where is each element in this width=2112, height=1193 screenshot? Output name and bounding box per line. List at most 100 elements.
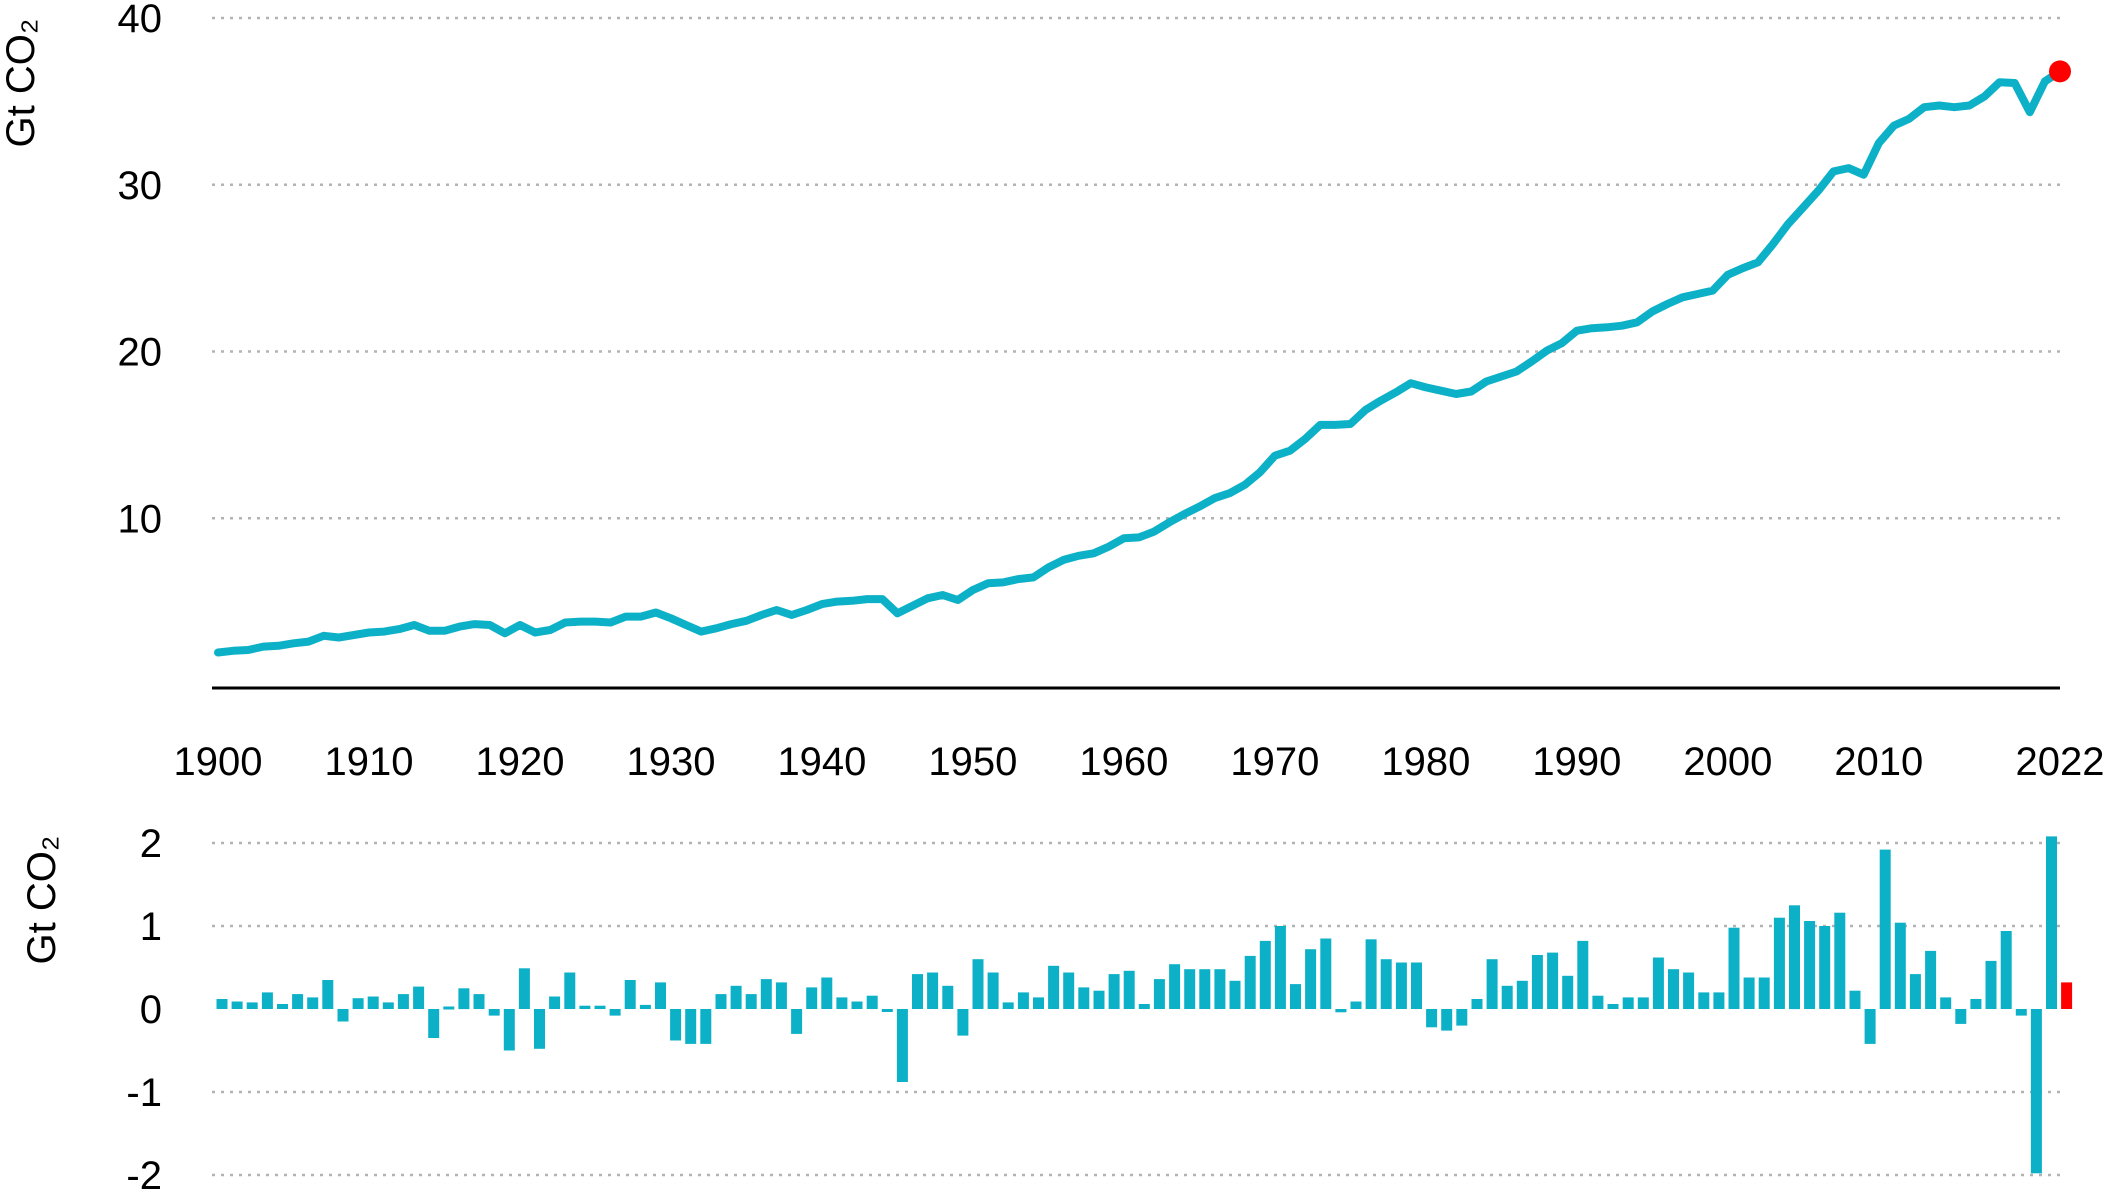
bar-1950	[957, 1009, 969, 1036]
bar-1953	[1002, 1002, 1014, 1009]
top-x-tick-1960: 1960	[1079, 740, 1168, 784]
bar-1930	[655, 982, 666, 1009]
bar-1968	[1229, 980, 1241, 1009]
top-y-tick-30: 30	[118, 164, 163, 208]
bar-1944	[866, 995, 878, 1009]
bar-1943	[851, 1001, 863, 1009]
bar-1935	[730, 985, 742, 1009]
bar-1961	[1123, 970, 1135, 1009]
bar-2020	[2015, 1009, 2027, 1016]
bar-1933	[700, 1009, 712, 1044]
bar-2010	[1864, 1009, 1876, 1044]
bar-1910	[352, 998, 364, 1009]
top-x-tick-1940: 1940	[777, 740, 866, 784]
bar-1909	[337, 1009, 349, 1022]
bar-2001	[1728, 927, 1740, 1009]
bar-1990	[1562, 975, 1574, 1009]
bar-2006	[1804, 921, 1816, 1009]
top-x-tick-2010: 2010	[1834, 740, 1923, 784]
bar-1914	[413, 986, 425, 1009]
bar-1901	[216, 999, 228, 1009]
bar-1984	[1471, 999, 1483, 1009]
bar-1942	[836, 997, 848, 1009]
bottom-y-tick-2: 2	[140, 822, 162, 866]
bar-1924	[564, 972, 576, 1009]
bar-1957	[1063, 972, 1075, 1009]
bar-2000	[1713, 992, 1725, 1009]
bar-1926	[594, 1005, 606, 1009]
bar-2013	[1909, 974, 1921, 1009]
bar-1921	[518, 968, 530, 1009]
bottom-y-tick-labels: 2 1 0 -1 -2	[126, 822, 162, 1193]
bar-1972	[1290, 984, 1301, 1009]
bar-1902	[231, 1001, 243, 1009]
bar-1998	[1683, 972, 1695, 1009]
top-y-tick-40: 40	[118, 0, 163, 41]
bottom-gridlines	[212, 841, 2060, 1177]
bar-1974	[1320, 938, 1332, 1009]
bar-1997	[1668, 969, 1679, 1009]
top-x-tick-labels: 1900 1910 1920 1930 1940 1950 1960 1970 1980 1990…	[174, 740, 2105, 784]
bar-1975	[1335, 1009, 1347, 1013]
bar-1949	[942, 985, 954, 1009]
bar-1983	[1456, 1009, 1468, 1026]
bar-1976	[1350, 1001, 1362, 1009]
bar-2005	[1789, 905, 1800, 1010]
bottom-y-axis-label: Gt CO₂	[20, 836, 64, 965]
bar-1991	[1577, 940, 1589, 1009]
bottom-y-tick-2: -2	[126, 1154, 162, 1193]
top-y-tick-20: 20	[118, 331, 163, 375]
top-x-tick-1910: 1910	[324, 740, 413, 784]
top-x-tick-1900: 1900	[174, 740, 263, 784]
bar-1962	[1138, 1004, 1150, 1009]
bar-1948	[927, 972, 939, 1009]
bar-1981	[1426, 1009, 1438, 1028]
bar-2008	[1834, 912, 1846, 1009]
bar-1970	[1259, 940, 1271, 1009]
bar-1967	[1214, 969, 1226, 1009]
bar-1907	[307, 997, 319, 1009]
top-x-tick-2022: 2022	[2016, 740, 2105, 784]
bottom-y-tick-1: 1	[140, 905, 162, 949]
bar-1979	[1395, 962, 1407, 1009]
bar-2017	[1970, 999, 1982, 1009]
bar-1925	[579, 1005, 591, 1009]
bar-1952	[987, 972, 999, 1009]
bar-1963	[1153, 979, 1165, 1009]
bar-1993	[1607, 1004, 1619, 1009]
bar-2003	[1758, 977, 1770, 1009]
bar-1958	[1078, 987, 1090, 1009]
bar-1956	[1048, 965, 1060, 1009]
bar-1905	[277, 1004, 288, 1009]
bar-2002	[1743, 977, 1755, 1009]
top-x-tick-1920: 1920	[475, 740, 564, 784]
top-y-axis-label: Gt CO₂	[0, 19, 43, 148]
bar-1911	[367, 996, 379, 1009]
bottom-y-tick-0: 0	[140, 988, 162, 1032]
top-x-tick-1930: 1930	[626, 740, 715, 784]
bar-1920	[503, 1009, 515, 1051]
bar-1918	[473, 994, 485, 1009]
bar-2022	[2046, 836, 2057, 1009]
bar-1989	[1547, 952, 1559, 1009]
bar-1959	[1093, 990, 1105, 1009]
bar-1908	[322, 980, 334, 1009]
bar-1928	[624, 980, 636, 1009]
annual-change-bar-chart: 2 1 0 -1 -2 Gt CO₂	[20, 822, 2073, 1193]
bar-1906	[292, 994, 304, 1009]
bar-1954	[1017, 992, 1029, 1009]
bar-1939	[791, 1009, 803, 1034]
bar-1986	[1501, 985, 1513, 1009]
bar-1922	[534, 1009, 545, 1049]
bar-1965	[1184, 969, 1196, 1009]
bar-1955	[1033, 997, 1044, 1009]
bar-1932	[685, 1009, 697, 1044]
top-x-tick-1970: 1970	[1230, 740, 1319, 784]
bar-1969	[1244, 955, 1256, 1009]
bar-1912	[382, 1002, 394, 1009]
bar-2004	[1773, 917, 1785, 1009]
bar-2012	[1894, 922, 1906, 1009]
bar-1917	[458, 988, 470, 1010]
top-x-tick-1950: 1950	[928, 740, 1017, 784]
bar-1919	[488, 1009, 500, 1016]
